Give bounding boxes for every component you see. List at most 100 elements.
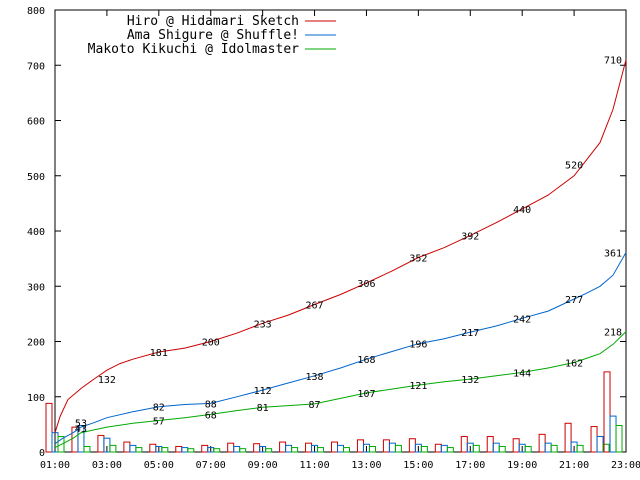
x-tick-label: 21:00 — [559, 460, 589, 471]
data-label: 242 — [513, 314, 531, 325]
x-tick-label: 07:00 — [196, 460, 226, 471]
x-tick-label: 19:00 — [507, 460, 537, 471]
data-label: 87 — [309, 400, 321, 411]
hourly-bar — [460, 436, 468, 453]
hourly-bar — [129, 444, 137, 453]
hourly-bar — [356, 439, 364, 453]
hourly-bar — [253, 443, 261, 453]
data-label: 112 — [254, 386, 272, 397]
x-tick-label: 23:00 — [611, 460, 640, 471]
hourly-bar — [83, 445, 91, 453]
hourly-bar — [123, 441, 131, 453]
hourly-bar — [57, 436, 65, 453]
x-tick-label: 15:00 — [403, 460, 433, 471]
data-label: 218 — [604, 328, 622, 339]
data-label: 132 — [461, 375, 479, 386]
hourly-bar — [596, 436, 604, 453]
data-label: 217 — [461, 328, 479, 339]
y-tick-label: 600 — [27, 117, 45, 128]
data-label: 53 — [75, 419, 87, 430]
series-line — [54, 252, 627, 445]
hourly-bar — [181, 447, 189, 453]
x-axis: 01:00 03:00 05:00 07:00 09:00 11:00 13:00 15:00… — [40, 10, 640, 471]
data-label: 710 — [604, 56, 622, 67]
data-label: 57 — [153, 417, 165, 428]
hourly-bar — [227, 442, 235, 453]
hourly-bar — [368, 445, 376, 453]
y-axis: 0 100 200 300 400 500 600 700 800 — [27, 6, 626, 459]
data-label: 361 — [604, 249, 622, 260]
hourly-bar — [615, 424, 623, 453]
hourly-bar — [213, 448, 221, 453]
data-label: 168 — [357, 355, 375, 366]
hourly-bar — [161, 447, 169, 453]
hourly-bars — [45, 371, 623, 453]
data-label: 43 — [75, 424, 87, 435]
hourly-bar — [45, 402, 53, 453]
x-tick-label: 11:00 — [299, 460, 329, 471]
hourly-bar — [408, 438, 416, 453]
data-label: 392 — [461, 231, 479, 242]
data-label: 88 — [205, 399, 217, 410]
hourly-bar — [512, 438, 520, 453]
data-label: 200 — [202, 338, 220, 349]
hourly-bar — [77, 424, 85, 453]
y-tick-label: 400 — [27, 227, 45, 238]
hourly-bar — [603, 371, 611, 453]
data-label: 520 — [565, 161, 583, 172]
hourly-bar — [149, 443, 157, 453]
y-tick-label: 700 — [27, 61, 45, 72]
legend-label: Makoto Kikuchi @ Idolmaster — [88, 42, 299, 57]
data-label: 138 — [306, 372, 324, 383]
hourly-bar — [279, 441, 287, 453]
hourly-bar — [233, 445, 241, 453]
plot-frame — [54, 9, 627, 453]
hourly-bar — [305, 442, 313, 453]
hourly-bar — [382, 439, 390, 453]
hourly-bar — [291, 447, 299, 453]
hourly-bar — [590, 426, 598, 453]
x-tick-label: 17:00 — [455, 460, 485, 471]
legend-label: Ama Shigure @ Shuffle! — [127, 28, 299, 43]
hourly-bar — [434, 443, 442, 453]
hourly-bar — [187, 448, 195, 453]
series-lines — [54, 59, 627, 449]
legend-label: Hiro @ Hidamari Sketch — [127, 14, 299, 29]
hourly-bar — [97, 434, 105, 453]
hourly-bar — [175, 445, 183, 453]
hourly-bar — [285, 444, 293, 453]
y-tick-label: 0 — [39, 448, 45, 459]
hourly-bar — [343, 447, 350, 453]
data-label: 68 — [205, 410, 217, 421]
data-label: 144 — [513, 368, 531, 379]
data-label: 233 — [254, 319, 272, 330]
hourly-bar — [538, 433, 546, 453]
data-label: 352 — [409, 254, 427, 265]
x-tick-label: 13:00 — [351, 460, 381, 471]
data-label: 267 — [306, 300, 324, 311]
hourly-bar — [609, 415, 617, 453]
hourly-bar — [446, 447, 454, 453]
hourly-bar — [388, 442, 396, 453]
hourly-bar — [486, 436, 494, 453]
hourly-bar — [564, 422, 572, 453]
data-label: 277 — [565, 295, 583, 306]
data-label: 162 — [565, 358, 583, 369]
hourly-bar — [550, 444, 558, 453]
hourly-bar — [331, 441, 338, 453]
data-label: 81 — [257, 403, 269, 414]
y-tick-label: 300 — [27, 282, 45, 293]
data-labels: 132 181 200 233 267 306 352 392 440 520 710 53 82 88 1… — [75, 56, 622, 436]
data-label: 440 — [513, 205, 531, 216]
hourly-bar — [337, 444, 344, 453]
data-label: 82 — [153, 403, 165, 414]
hourly-bar — [420, 445, 428, 453]
hourly-bar — [498, 445, 506, 453]
data-label: 107 — [357, 389, 375, 400]
x-tick-label: 05:00 — [144, 460, 174, 471]
x-tick-label: 03:00 — [92, 460, 122, 471]
hourly-bar — [201, 444, 209, 453]
y-tick-label: 500 — [27, 172, 45, 183]
